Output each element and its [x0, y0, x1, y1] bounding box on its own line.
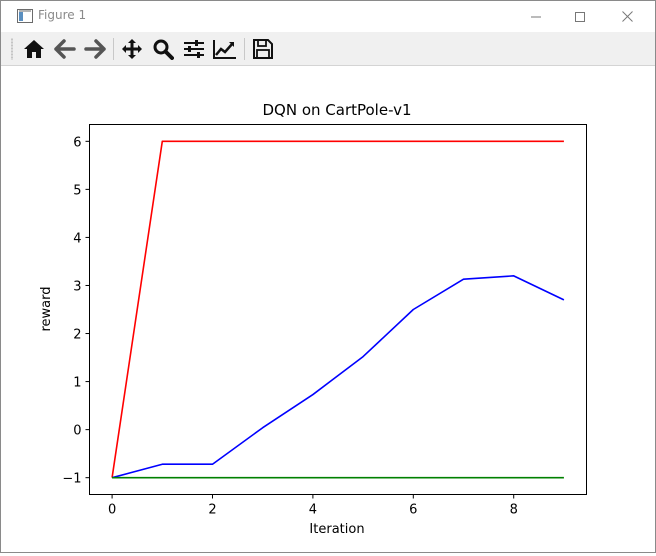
- arrow-left-icon: [54, 39, 76, 59]
- toolbar-separator: [244, 38, 245, 60]
- home-button[interactable]: [21, 37, 47, 61]
- y-tick-label: 4: [73, 231, 81, 246]
- close-icon: [621, 11, 633, 22]
- y-tick-label: 2: [73, 328, 81, 343]
- plot-area: [89, 124, 587, 495]
- y-axis-ticks: −1 0 1 2 3 4 5 6: [62, 135, 90, 487]
- chart: DQN on CartPole-v1 0 2 4 6 8 −1 0 1 2 3 4 5 6 Itera…: [39, 101, 587, 537]
- subplots-button[interactable]: [181, 37, 207, 61]
- x-axis-ticks: 0 2 4 6 8: [108, 494, 518, 518]
- title-bar[interactable]: Figure 1: [1, 1, 655, 32]
- save-button[interactable]: [250, 37, 276, 61]
- navigation-toolbar: [1, 32, 655, 66]
- x-tick-label: 2: [208, 503, 216, 518]
- x-axis-label: Iteration: [309, 522, 364, 537]
- y-tick-label: 0: [73, 424, 81, 439]
- y-tick-label: 6: [73, 135, 81, 150]
- x-tick-label: 6: [409, 503, 417, 518]
- chart-line-icon: [213, 40, 236, 59]
- pan-button[interactable]: [119, 37, 145, 61]
- x-tick-label: 8: [510, 503, 518, 518]
- edit-axis-button[interactable]: [212, 37, 238, 61]
- app-icon: [17, 9, 33, 23]
- series-line-0: [111, 140, 564, 478]
- magnifier-icon: [153, 39, 174, 60]
- minimize-icon: [531, 16, 541, 17]
- x-tick-label: 0: [108, 503, 116, 518]
- arrow-right-icon: [84, 39, 106, 59]
- chart-title: DQN on CartPole-v1: [262, 101, 411, 119]
- forward-button[interactable]: [82, 37, 108, 61]
- move-icon: [122, 39, 142, 59]
- sliders-icon: [184, 40, 204, 58]
- floppy-disk-icon: [253, 39, 273, 59]
- zoom-button[interactable]: [150, 37, 176, 61]
- maximize-icon: [575, 11, 585, 22]
- back-button[interactable]: [52, 37, 78, 61]
- home-icon: [24, 40, 44, 58]
- toolbar-separator: [113, 38, 114, 60]
- plot-lines: [111, 140, 565, 479]
- x-tick-label: 4: [309, 503, 317, 518]
- y-tick-label: −1: [62, 472, 81, 487]
- y-tick-label: 3: [73, 279, 81, 294]
- series-line-1: [111, 275, 565, 479]
- minimize-button[interactable]: [513, 1, 559, 32]
- figure-canvas[interactable]: DQN on CartPole-v1 0 2 4 6 8 −1 0 1 2 3 4 5 6 Itera…: [1, 66, 655, 552]
- maximize-button[interactable]: [557, 1, 603, 32]
- window-title: Figure 1: [38, 8, 87, 22]
- close-button[interactable]: [604, 1, 650, 32]
- toolbar-grip[interactable]: [11, 38, 13, 60]
- y-tick-label: 1: [73, 376, 81, 391]
- y-tick-label: 5: [73, 183, 81, 198]
- y-axis-label: reward: [39, 286, 54, 331]
